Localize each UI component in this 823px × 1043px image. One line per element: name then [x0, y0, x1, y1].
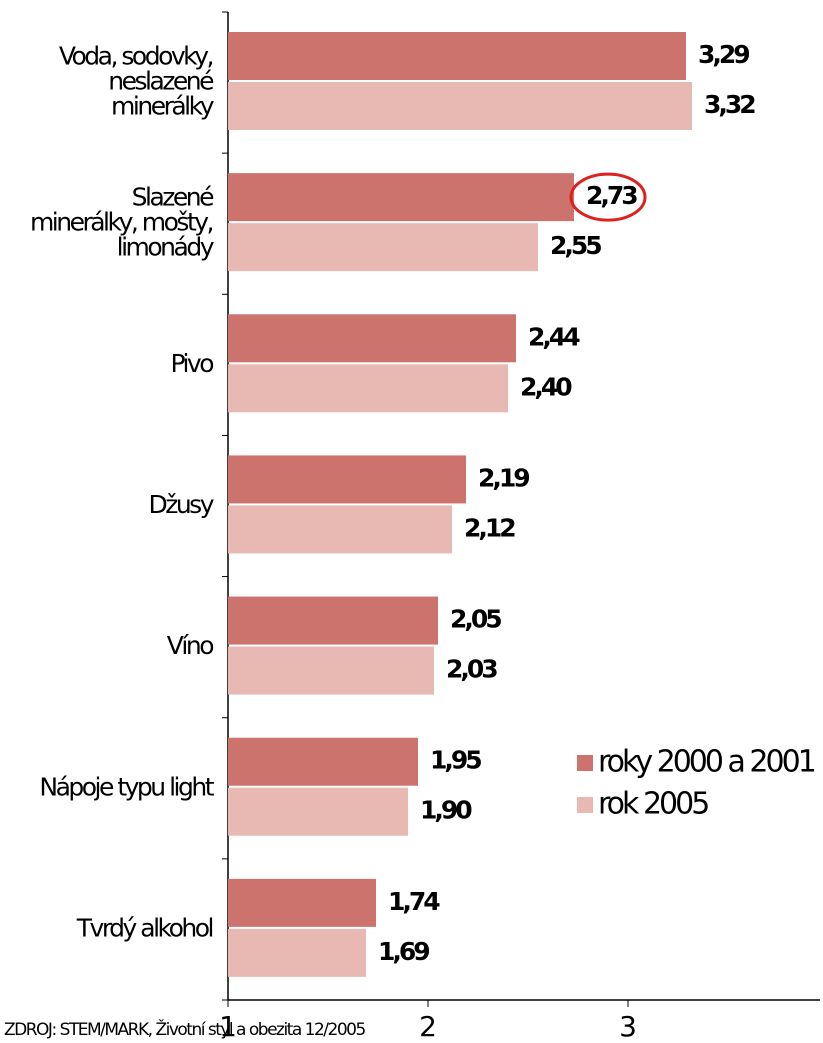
value-label: 2,03	[446, 655, 497, 684]
legend-swatch	[577, 755, 593, 771]
bar	[228, 928, 366, 977]
value-label: 2,44	[528, 322, 580, 351]
value-label: 2,55	[550, 231, 601, 260]
value-label: 2,12	[464, 513, 515, 542]
bar	[228, 314, 516, 363]
category-label: limonády	[117, 233, 215, 262]
value-label: 2,05	[450, 605, 501, 634]
value-label: 3,29	[698, 40, 749, 69]
bar	[228, 596, 438, 645]
value-label: 2,73	[586, 181, 637, 210]
category-label: Voda, sodovky,	[59, 42, 213, 71]
category-label: Džusy	[148, 490, 214, 519]
legend-swatch	[577, 797, 593, 813]
category-label: Tvrdý alkohol	[76, 913, 213, 942]
x-tick-label: 1	[219, 1010, 237, 1043]
category-label: Víno	[167, 631, 213, 660]
value-label: 3,32	[704, 90, 755, 119]
bar	[228, 646, 434, 695]
value-label: 1,90	[420, 796, 472, 825]
bar	[228, 173, 574, 222]
bar	[228, 878, 376, 927]
category-label: minerálky, mošty,	[30, 208, 213, 237]
bar	[228, 455, 466, 504]
value-label: 1,95	[430, 746, 481, 775]
category-label: minerálky	[111, 92, 215, 121]
category-label: Nápoje typu light	[39, 772, 214, 801]
legend-label: roky 2000 a 2001	[598, 745, 815, 780]
bar	[228, 364, 508, 413]
bar	[228, 787, 408, 836]
bar	[228, 505, 452, 554]
x-tick-label: 2	[419, 1010, 437, 1043]
source: ZDROJ: STEM/MARK, Životní styl a obezita…	[4, 1018, 365, 1040]
category-label: Pivo	[170, 349, 213, 378]
bar	[228, 223, 538, 272]
value-label: 1,69	[378, 937, 429, 966]
x-tick-label: 3	[619, 1010, 637, 1043]
value-label: 2,19	[478, 463, 529, 492]
highlight-circle	[569, 172, 647, 222]
legend-label: rok 2005	[598, 787, 708, 822]
value-label: 1,74	[388, 887, 440, 916]
bar	[228, 737, 418, 786]
bar	[228, 82, 692, 130]
value-label: 2,40	[520, 372, 572, 401]
category-label: Slazené	[132, 183, 214, 212]
bar	[228, 32, 686, 80]
category-label: neslazené	[108, 67, 214, 96]
